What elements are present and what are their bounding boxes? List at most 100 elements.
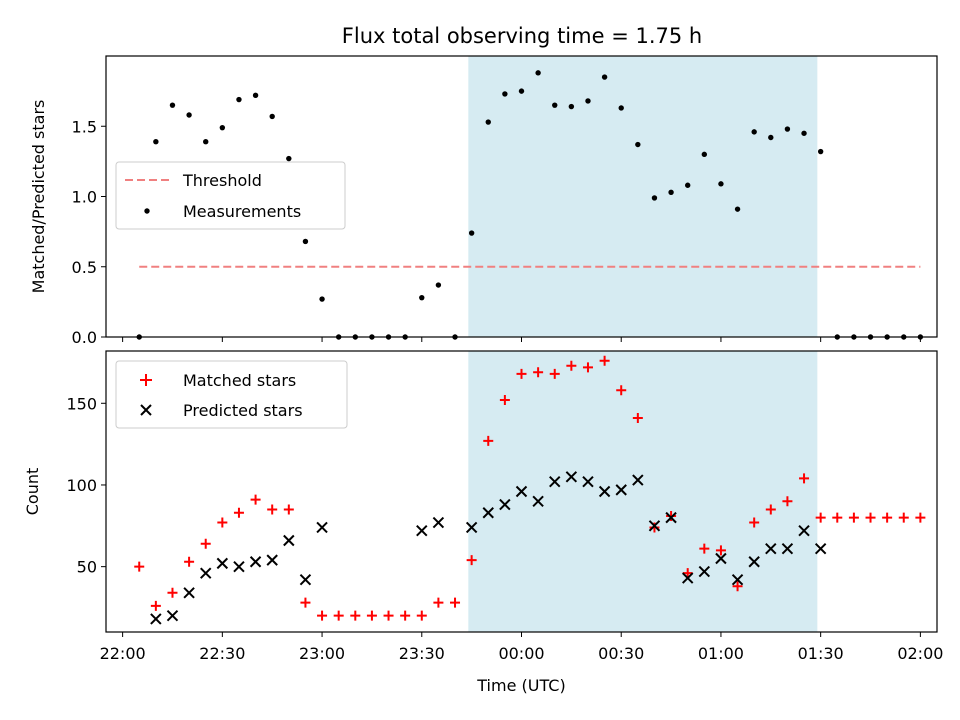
- measurement-point: [585, 98, 591, 104]
- predicted-star-point: [731, 574, 744, 586]
- predicted-star-point: [482, 507, 494, 519]
- measurement-point: [419, 294, 425, 301]
- matched-star-point: [582, 362, 593, 373]
- matched-star-point: [533, 367, 544, 378]
- legend-predicted-marker: [140, 404, 152, 416]
- predicted-star-point: [798, 525, 810, 537]
- matched-star-point: [765, 504, 776, 515]
- predicted-star-point: [648, 520, 661, 532]
- measurement-point: [252, 92, 259, 99]
- predicted-star-point: [266, 554, 278, 566]
- x-tick-label: 00:00: [498, 644, 544, 663]
- legend-matched-label: Matched stars: [183, 371, 296, 390]
- measurement-point: [219, 124, 226, 131]
- measurement-point: [535, 70, 541, 76]
- x-tick-label: 22:00: [100, 644, 146, 663]
- observing-span: [468, 56, 818, 337]
- legend: Matched stars Predicted stars: [115, 360, 348, 429]
- y-tick-label: 1.0: [72, 188, 97, 207]
- matched-star-point: [283, 504, 294, 515]
- matched-star-point: [233, 507, 244, 518]
- predicted-star-point: [183, 587, 195, 599]
- matched-star-point: [848, 512, 859, 523]
- measurement-point: [236, 96, 242, 103]
- matched-star-point: [749, 517, 760, 528]
- matched-star-point: [400, 610, 411, 621]
- measurement-point: [601, 74, 608, 80]
- matched-star-point: [150, 600, 161, 611]
- predicted-star-point: [598, 485, 611, 498]
- matched-star-point: [267, 504, 278, 515]
- predicted-star-point: [166, 609, 179, 622]
- y-tick-label: 0.0: [72, 328, 97, 347]
- matched-star-point: [898, 512, 909, 523]
- measurement-point: [435, 282, 442, 288]
- legend-measurement-label: Measurements: [183, 202, 301, 221]
- predicted-star-point: [150, 613, 162, 625]
- observing-span: [468, 351, 818, 632]
- measurement-point: [668, 189, 674, 195]
- x-tick-label: 00:30: [598, 644, 644, 663]
- y-tick-label: 150: [66, 394, 97, 413]
- matched-star-point: [416, 610, 427, 621]
- measurement-point: [319, 296, 325, 302]
- matched-star-point: [466, 555, 477, 566]
- measurement-point: [302, 238, 309, 245]
- predicted-star-point: [781, 542, 794, 555]
- predicted-star-point: [465, 521, 478, 534]
- matched-star-point: [217, 517, 228, 528]
- predicted-star-point: [299, 574, 312, 586]
- matched-star-point: [616, 385, 627, 396]
- measurement-point: [468, 230, 475, 236]
- matched-star-point: [865, 512, 876, 523]
- measurement-point: [618, 105, 624, 111]
- predicted-star-point: [200, 567, 212, 579]
- matched-star-point: [832, 512, 843, 523]
- predicted-star-point: [632, 474, 644, 486]
- measurement-point: [203, 139, 209, 145]
- matched-star-point: [882, 512, 893, 523]
- measurement-point: [518, 88, 525, 94]
- matched-star-point: [167, 587, 178, 598]
- predicted-star-point: [615, 484, 627, 496]
- predicted-star-point: [283, 534, 295, 547]
- predicted-star-point: [549, 475, 561, 488]
- measurement-point: [186, 112, 192, 118]
- matched-star-point: [682, 568, 693, 579]
- measurement-point: [701, 151, 708, 158]
- predicted-star-point: [316, 521, 328, 534]
- predicted-star-point: [249, 556, 262, 568]
- matched-star-point: [915, 512, 926, 523]
- matched-star-point: [815, 512, 826, 523]
- predicted-star-point: [748, 556, 760, 568]
- axes-frame: [105, 350, 938, 633]
- measurement-point: [651, 195, 658, 201]
- x-tick-label: 23:30: [399, 644, 445, 663]
- x-tick-label: 01:00: [698, 644, 744, 663]
- measurement-point: [801, 130, 807, 136]
- measurement-point: [552, 102, 558, 108]
- y-tick-label: 50: [77, 558, 97, 577]
- matched-star-point: [649, 522, 660, 533]
- matched-star-point: [715, 545, 726, 556]
- predicted-star-point: [233, 560, 245, 573]
- measurement-point: [485, 119, 491, 125]
- matched-star-point: [483, 435, 494, 446]
- predicted-star-point: [765, 542, 777, 555]
- y-axis-label: Count: [23, 468, 42, 516]
- measurement-point: [269, 113, 275, 120]
- y-axis-label: Matched/Predicted stars: [29, 100, 48, 294]
- predicted-star-point: [814, 542, 827, 555]
- measurement-point: [768, 134, 774, 141]
- matched-star-point: [200, 538, 211, 549]
- x-tick-label: 23:00: [299, 644, 345, 663]
- legend-box: [115, 161, 346, 230]
- matched-star-point: [433, 597, 444, 608]
- predicted-star-point: [698, 565, 711, 578]
- predicted-star-point: [582, 475, 594, 488]
- measurement-point: [817, 148, 824, 155]
- y-tick-label: 1.5: [72, 117, 97, 136]
- predicted-star-point: [665, 511, 677, 524]
- legend-matched-marker: [140, 374, 152, 386]
- matched-star-point: [350, 610, 361, 621]
